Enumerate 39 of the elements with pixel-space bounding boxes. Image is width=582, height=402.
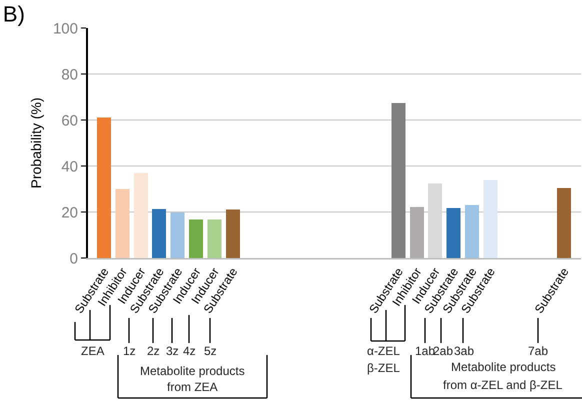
bar — [557, 188, 571, 258]
text: 1z — [123, 344, 136, 358]
text: from α-ZEL and β-ZEL — [443, 378, 563, 392]
y-tick-label: 0 — [70, 250, 78, 268]
text: from ZEA — [167, 380, 218, 394]
bar — [189, 220, 203, 258]
y-axis-title: Probability (%) — [28, 97, 44, 189]
bar — [134, 172, 148, 258]
text: 1ab — [415, 344, 436, 358]
y-tick-label: 60 — [61, 112, 78, 130]
text: 5z — [204, 344, 217, 358]
chart-title: B) — [2, 1, 25, 26]
bar — [207, 220, 222, 258]
text: 2z — [147, 344, 160, 358]
bar — [410, 206, 424, 258]
bar — [226, 210, 240, 258]
text: Metabolite products — [451, 360, 556, 374]
text: Metabolite products — [140, 364, 245, 378]
y-tick-label: 100 — [52, 20, 78, 38]
text: 3ab — [454, 344, 474, 358]
y-tick-label: 40 — [61, 158, 78, 176]
y-tick-label: 80 — [61, 66, 78, 84]
bar — [428, 184, 442, 258]
y-tick-label: 20 — [61, 204, 78, 222]
text: ZEA — [81, 344, 104, 358]
bar — [115, 189, 130, 258]
bar — [170, 212, 185, 258]
text: 7ab — [528, 344, 548, 358]
text: α-ZEL — [367, 344, 400, 358]
bar — [465, 205, 479, 258]
text: 4z — [183, 344, 196, 358]
bar — [483, 180, 498, 258]
bar — [152, 208, 166, 258]
text: 2ab — [433, 344, 454, 358]
bar — [391, 102, 406, 258]
bar — [97, 118, 111, 258]
text: β-ZEL — [367, 361, 400, 375]
text: 3z — [166, 344, 179, 358]
bar — [446, 208, 461, 258]
